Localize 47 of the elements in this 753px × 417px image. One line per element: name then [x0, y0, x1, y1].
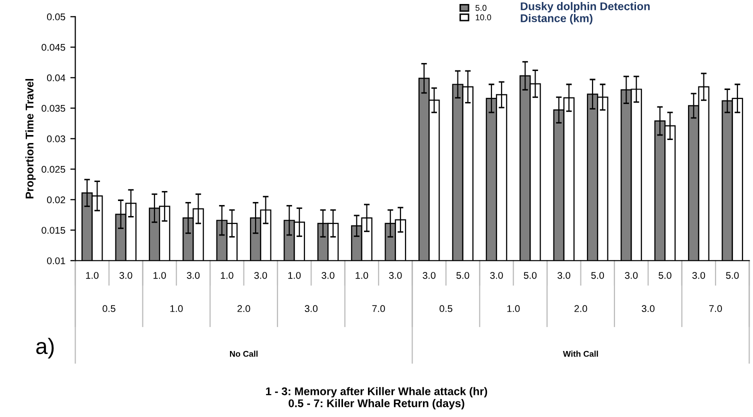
x-tick-label: 3.0 — [692, 272, 706, 279]
text: With Call — [562, 350, 598, 357]
x-tick-label: 1.0 — [220, 272, 234, 279]
x-tick-label: 5.0 — [524, 272, 537, 279]
text: a) — [36, 338, 54, 359]
x-tick-label: 5.0 — [456, 272, 470, 279]
text: 0.5 — [102, 305, 116, 312]
x-tick-label: 5.0 — [726, 272, 739, 279]
text: 7.0 — [372, 305, 385, 312]
y-tick-label: 0.02 — [47, 196, 66, 204]
legend-label: 10.0 — [476, 14, 492, 20]
y-tick-label: 0.035 — [42, 104, 66, 112]
x-tick-label: 1.0 — [154, 272, 166, 279]
x-tick-label: 3.0 — [322, 272, 334, 279]
legend-label: 5.0 — [476, 4, 486, 11]
x-tick-label: 3.0 — [389, 272, 402, 279]
text: 7.0 — [709, 305, 722, 312]
x-tick-label: 3.0 — [254, 272, 268, 279]
text: No Call — [230, 350, 258, 357]
x-tick-label: 3.0 — [186, 272, 200, 279]
x-tick-label: 3.0 — [119, 272, 132, 279]
x-tick-label: 1.0 — [86, 272, 99, 279]
y-axis-title: Proportion Time Travel — [25, 79, 36, 198]
text: 3.0 — [642, 305, 655, 312]
x-tick-label: 3.0 — [624, 272, 638, 279]
text: 2.0 — [574, 305, 588, 312]
x-tick-label: 1.0 — [356, 272, 368, 279]
text: 1.0 — [170, 305, 183, 312]
y-tick-label: 0.05 — [47, 13, 66, 20]
x-tick-label: 3.0 — [558, 272, 570, 279]
legend-title: Dusky dolphin Detection Distance (km) — [520, 2, 650, 24]
text: 2.0 — [238, 305, 250, 312]
y-tick-label: 0.015 — [42, 226, 66, 234]
text: 0.5 — [440, 305, 452, 312]
x-tick-label: 5.0 — [658, 272, 672, 279]
x-tick-label: 5.0 — [591, 272, 604, 279]
text: 1.0 — [507, 305, 520, 312]
y-tick-label: 0.045 — [42, 44, 66, 51]
text: 1 - 3: Memory after Killer Whale attack (hr) 0.5 - 7: Killer Whale Return (days) — [266, 387, 488, 410]
y-tick-label: 0.04 — [47, 74, 66, 82]
x-tick-label: 1.0 — [288, 272, 301, 279]
x-tick-label: 3.0 — [422, 272, 436, 279]
text: 3.0 — [304, 305, 318, 312]
y-tick-label: 0.03 — [47, 135, 66, 142]
y-tick-label: 0.01 — [47, 257, 66, 264]
y-tick-label: 0.025 — [42, 166, 66, 173]
x-tick-label: 3.0 — [490, 272, 503, 279]
